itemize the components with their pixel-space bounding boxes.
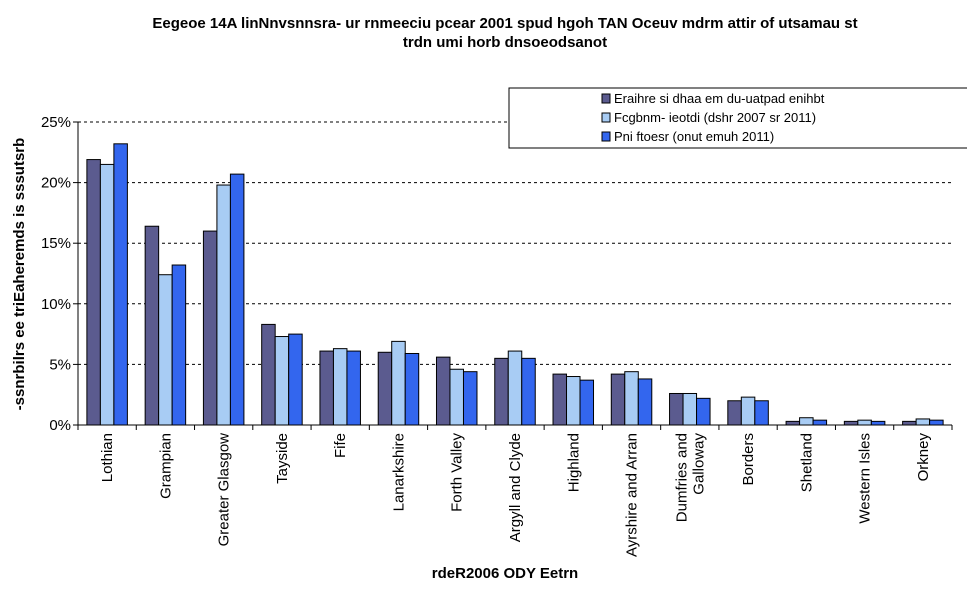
- legend-box: [508, 87, 967, 149]
- x-tick-label: Western Isles: [857, 433, 874, 524]
- bar-3: [171, 264, 187, 426]
- bar-3: [346, 350, 361, 426]
- x-tick-label: Lothian: [99, 433, 116, 482]
- bar-3: [579, 379, 595, 426]
- x-tick-label: Highland: [565, 433, 582, 492]
- x-tick-label: Ayrshire and Arran: [624, 433, 641, 557]
- y-axis-title: -ssnrbilrs ee triEaheremds is sssutsrb: [11, 138, 28, 411]
- bar-1: [144, 225, 160, 426]
- bar-3: [812, 419, 828, 426]
- bar-3: [521, 357, 536, 426]
- bar-2: [507, 350, 523, 426]
- bar-2: [391, 340, 406, 426]
- bar-2: [566, 376, 581, 426]
- bar-2: [799, 417, 814, 426]
- bar-2: [449, 368, 464, 426]
- bar-1: [552, 373, 568, 426]
- bar-2: [332, 348, 348, 426]
- x-tick-label: Forth Valley: [449, 433, 466, 512]
- bar-2: [857, 419, 872, 426]
- x-tick-label: Greater Glasgow: [216, 433, 233, 547]
- bar-1: [86, 159, 101, 426]
- y-tick-label: 25%: [41, 114, 71, 131]
- bar-1: [669, 392, 684, 426]
- y-tick-label: 5%: [49, 356, 71, 373]
- x-tick-label: Lanarkshire: [390, 433, 407, 511]
- bar-1: [785, 420, 801, 426]
- bar-3: [929, 419, 944, 426]
- bar-2: [915, 418, 931, 426]
- bar-3: [462, 371, 478, 426]
- x-tick-label: Tayside: [274, 433, 291, 484]
- legend-label: Fcgbnm- ieotdi (dshr 2007 sr 2011): [614, 110, 816, 125]
- bar-1: [727, 400, 742, 426]
- bar-3: [754, 400, 769, 426]
- bar-3: [870, 420, 886, 426]
- bar-1: [843, 420, 859, 426]
- bar-1: [319, 350, 334, 426]
- x-tick-label: Fife: [332, 433, 349, 458]
- bar-2: [158, 274, 173, 426]
- axes: [73, 121, 953, 430]
- bars: [86, 143, 944, 426]
- bar-2: [274, 336, 290, 426]
- legend-swatch: [601, 93, 611, 104]
- bar-2: [624, 371, 639, 426]
- bar-1: [902, 420, 917, 426]
- x-tick-labels: Lothian Grampian Greater Glasgow Tayside Fif…: [99, 433, 932, 557]
- chart-title-line-1: Eegeoe 14A linNnvsnnsra- ur rnmeeciu pce…: [152, 15, 857, 32]
- bar-3: [113, 143, 128, 426]
- x-tick-label: Shetland: [798, 433, 815, 492]
- x-tick-label: Dumfries andGalloway: [673, 433, 707, 523]
- bar-1: [494, 357, 509, 426]
- bar-1: [202, 230, 218, 426]
- chart-title-line-2: trdn umi horb dnsoeodsanot: [403, 34, 607, 51]
- y-tick-labels: 0% 5% 10% 15% 20% 25%: [41, 114, 71, 434]
- bar-3: [696, 397, 711, 426]
- bar-3: [288, 333, 303, 426]
- x-tick-label: Orkney: [915, 433, 932, 482]
- bar-3: [637, 378, 653, 426]
- bar-2: [99, 163, 115, 426]
- x-tick-label: Grampian: [157, 433, 174, 499]
- x-axis-title: rdeR2006 ODY Eetrn: [432, 565, 578, 582]
- y-tick-label: 20%: [41, 175, 71, 192]
- legend-swatch: [601, 131, 611, 142]
- y-tick-label: 10%: [41, 296, 71, 313]
- x-tick-label: Argyll and Clyde: [507, 433, 524, 542]
- bar-1: [377, 351, 393, 426]
- bar-3: [404, 352, 420, 426]
- legend-swatch: [601, 112, 611, 123]
- legend: Eraihre si dhaa em du-uatpad enihbt Fcgbn…: [508, 87, 967, 149]
- bar-2: [682, 392, 698, 426]
- y-tick-label: 0%: [49, 417, 71, 434]
- bar-1: [610, 373, 626, 426]
- bar-2: [740, 396, 756, 426]
- bar-1: [435, 356, 451, 426]
- bar-3: [229, 173, 245, 426]
- y-tick-label: 15%: [41, 235, 71, 252]
- x-tick-label: Borders: [740, 433, 757, 486]
- legend-label: Pni ftoesr (onut emuh 2011): [614, 129, 774, 144]
- bar-1: [261, 323, 276, 426]
- legend-label: Eraihre si dhaa em du-uatpad enihbt: [614, 91, 825, 106]
- bar-2: [216, 184, 231, 426]
